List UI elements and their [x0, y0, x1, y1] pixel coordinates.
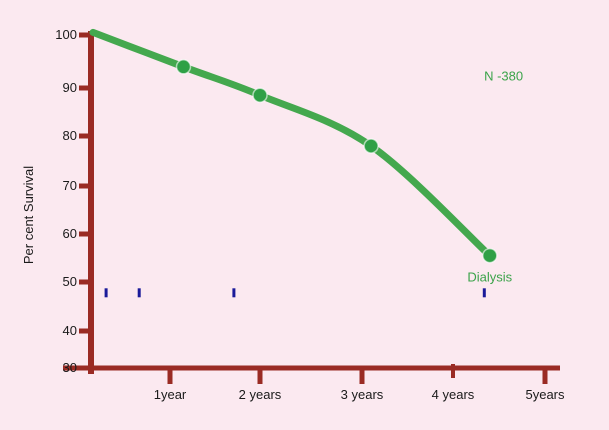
x-tick-label: 2 years [239, 387, 282, 402]
survival-curve [89, 28, 494, 260]
x-tick-label: 3 years [341, 387, 384, 402]
censor-mark [104, 288, 108, 298]
annotation-n-count: N -380 [484, 68, 523, 83]
x-tick-label: 1year [154, 387, 187, 402]
censor-mark [232, 288, 236, 298]
y-tick-label: 40 [63, 323, 77, 338]
y-tick-label: 50 [63, 274, 77, 289]
censor-mark [482, 288, 486, 298]
data-point-marker [363, 138, 379, 154]
y-tick-label: 70 [63, 178, 77, 193]
annotation-series-label: Dialysis [467, 270, 512, 285]
y-tick-label: 90 [63, 80, 77, 95]
y-tick-label: 80 [63, 128, 77, 143]
x-tick-label: 4 years [432, 387, 475, 402]
data-point-marker [252, 87, 268, 103]
y-tick-label: 100 [55, 27, 77, 42]
y-tick-label: 30 [63, 360, 77, 375]
censor-mark [137, 288, 141, 298]
data-point-marker [175, 59, 192, 75]
x-tick-label: 5years [525, 387, 565, 402]
y-tick-label: 60 [63, 226, 77, 241]
y-axis-title: Per cent Survival [21, 166, 36, 264]
data-point-marker [482, 247, 498, 264]
